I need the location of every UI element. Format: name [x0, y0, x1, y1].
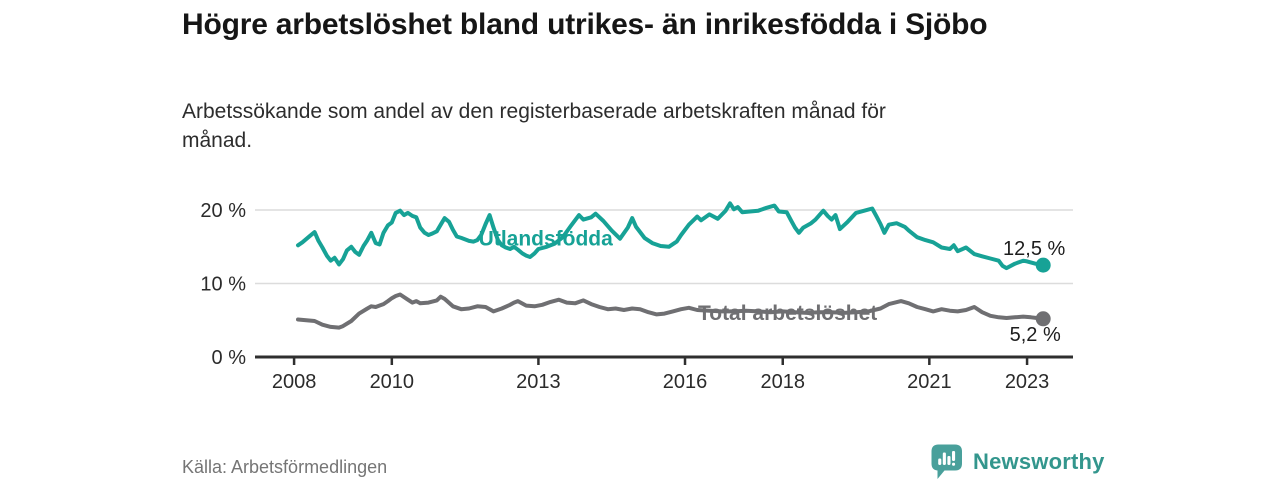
x-tick-label: 2008 — [272, 371, 317, 393]
x-tick-label: 2021 — [907, 371, 952, 393]
x-tick-label: 2023 — [1005, 371, 1050, 393]
x-axis: 2008 2010 2013 2016 2018 2021 2023 — [272, 357, 1049, 393]
x-tick-label: 2013 — [516, 371, 561, 393]
y-tick-label: 20 % — [200, 200, 246, 222]
series-end-dot — [1035, 257, 1051, 273]
newsworthy-logo: Newsworthy — [931, 444, 1105, 480]
x-tick-label: 2010 — [370, 371, 415, 393]
series-labels: Utlandsfödda Total arbetslöshet — [479, 228, 878, 325]
series-name-label: Total arbetslöshet — [698, 302, 877, 325]
series-name-label: Utlandsfödda — [479, 228, 613, 251]
series-line — [296, 292, 1046, 330]
series-end-value-label: 5,2 % — [1010, 324, 1061, 346]
source-note: Källa: Arbetsförmedlingen — [182, 457, 388, 477]
speech-bubble-shape — [931, 444, 962, 479]
series-lines — [296, 201, 1051, 330]
bar-chart-speech-bubble-icon — [931, 444, 962, 479]
gridlines — [255, 209, 1073, 359]
bar-chart-glyph — [938, 451, 956, 466]
chart-subtitle: Arbetssökande som andel av den registerb… — [182, 100, 886, 152]
series-end-dot — [1035, 311, 1051, 327]
x-tick-label: 2018 — [760, 371, 805, 393]
end-labels: 12,5 % 5,2 % — [1003, 238, 1065, 346]
newsworthy-wordmark: Newsworthy — [973, 449, 1105, 474]
y-tick-label: 0 % — [212, 347, 247, 369]
y-tick-label: 10 % — [200, 274, 246, 296]
x-tick-label: 2016 — [663, 371, 708, 393]
chart-title: Högre arbetslöshet bland utrikes- än inr… — [182, 8, 988, 41]
series-line — [296, 201, 1046, 271]
y-axis-labels: 0 % 10 % 20 % — [200, 200, 246, 369]
series-end-value-label: 12,5 % — [1003, 238, 1065, 260]
